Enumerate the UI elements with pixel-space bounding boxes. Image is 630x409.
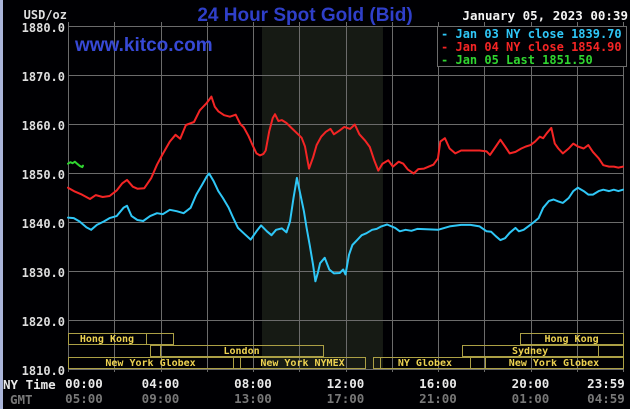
legend-key-dash: -: [441, 27, 449, 41]
legend-label: Jan 05 Last 1851.50: [455, 53, 593, 67]
series-line-jan-04: [67, 95, 624, 200]
session-label-new-york-nymex: New York NYMEX: [260, 359, 345, 369]
session-label-new-york-globex: New York Globex: [105, 359, 196, 369]
session-box: [598, 345, 624, 357]
series-line-jan-03: [67, 172, 624, 283]
x-tick-ny-time: 00:00: [65, 376, 103, 391]
x-tick-gmt-time: 21:00: [419, 391, 457, 406]
x-axis-ny-time-label: NY Time: [3, 377, 56, 392]
session-label-london: London: [223, 347, 260, 357]
legend-key-dash: -: [441, 53, 449, 67]
session-label-ny-globex: NY Globex: [397, 359, 453, 369]
x-axis-gmt-label: GMT: [10, 392, 33, 407]
y-tick-label: 1810.0: [21, 364, 65, 378]
x-tick-ny-time: 12:00: [326, 376, 365, 391]
kitco-watermark-link: www.kitco.com: [75, 35, 213, 56]
y-tick-label: 1880.0: [21, 21, 65, 35]
series-line-jan-05: [67, 160, 84, 169]
y-tick-label: 1840.0: [21, 217, 65, 231]
x-tick-ny-time: 04:00: [141, 376, 180, 391]
legend-item-jan03: - Jan 03 NY close 1839.70: [441, 28, 626, 41]
session-label-sydney: Sydney: [511, 347, 549, 357]
session-box: [146, 333, 174, 345]
y-tick-label: 1870.0: [21, 70, 65, 84]
legend-item-jan05: - Jan 05 Last 1851.50: [441, 54, 626, 67]
session-box: [160, 345, 324, 357]
y-tick-label: 1850.0: [21, 168, 65, 182]
nymex-session-band: [262, 26, 383, 369]
y-tick-label: 1860.0: [21, 119, 65, 133]
x-tick-gmt-time: 13:00: [234, 391, 272, 406]
y-tick-label: 1820.0: [21, 315, 65, 329]
legend-label: Jan 04 NY close 1854.90: [455, 40, 622, 54]
x-tick-gmt-time: 05:00: [65, 391, 103, 406]
session-box: [470, 357, 486, 369]
legend-box: - Jan 03 NY close 1839.70 - Jan 04 NY cl…: [437, 26, 627, 67]
session-box: [520, 333, 624, 345]
session-box: [150, 345, 161, 357]
session-label-hong-kong: Hong Kong: [79, 335, 135, 345]
window-left-border: [0, 0, 3, 409]
chart-datetime: January 05, 2023 00:39: [462, 8, 628, 23]
x-tick-gmt-time: 09:00: [141, 391, 180, 406]
session-box: [240, 357, 366, 369]
session-label-new-york-globex: New York Globex: [508, 359, 600, 369]
x-tick-ny-time: 16:00: [419, 376, 457, 391]
x-tick-ny-time: 08:00: [234, 376, 272, 391]
x-tick-ny-time: 23:59: [587, 376, 625, 391]
x-tick-ny-time: 20:00: [511, 376, 550, 391]
session-box: [485, 357, 624, 369]
legend-key-dash: -: [441, 40, 449, 54]
chart-title: 24 Hour Spot Gold (Bid): [197, 5, 413, 26]
legend-item-jan04: - Jan 04 NY close 1854.90: [441, 41, 626, 54]
legend-label: Jan 03 NY close 1839.70: [455, 27, 622, 41]
y-axis-units-label: USD/oz: [23, 8, 67, 22]
y-tick-label: 1830.0: [21, 266, 65, 280]
session-label-hong-kong: Hong Kong: [544, 335, 599, 345]
x-tick-gmt-time: 17:00: [326, 391, 365, 406]
x-tick-gmt-time: 01:00: [511, 391, 550, 406]
x-tick-gmt-time: 04:59: [587, 391, 625, 406]
